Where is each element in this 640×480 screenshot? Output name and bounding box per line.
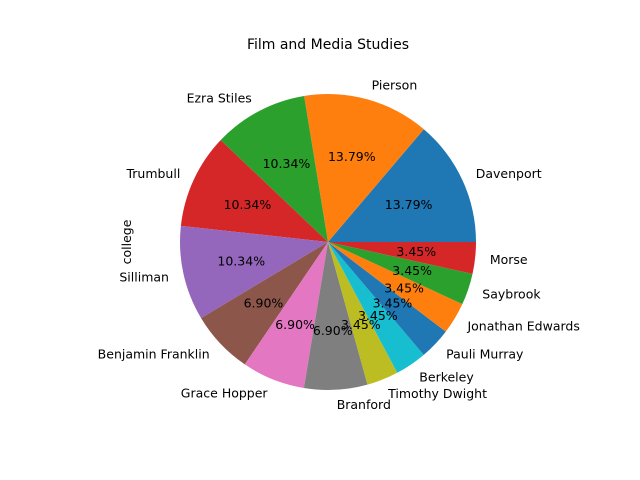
chart-title: Film and Media Studies (247, 37, 409, 53)
y-axis-label: college (119, 219, 134, 264)
slice-label: Branford (337, 397, 391, 412)
slice-percent-label: 3.45% (341, 317, 381, 332)
slice-label: Silliman (119, 269, 169, 284)
slice-percent-label: 6.90% (313, 323, 353, 338)
slice-percent-label: 13.79% (328, 149, 376, 164)
pie-slice (328, 242, 473, 305)
pie-slice (244, 242, 328, 389)
pie-labels: Davenport 13.79% Pierson 13.79% Ezra Stiles 1… (98, 78, 580, 412)
slice-percent-label: 3.45% (392, 263, 432, 278)
slice-percent-label: 13.79% (385, 197, 433, 212)
pie-slice (201, 242, 328, 365)
slice-label: Benjamin Franklin (98, 346, 210, 361)
pie-slice (220, 95, 328, 242)
pie-slices (179, 93, 476, 390)
pie-slice (179, 225, 328, 319)
slice-percent-label: 3.45% (396, 244, 436, 259)
slice-label: Morse (490, 252, 528, 267)
slice-label: Davenport (476, 166, 542, 181)
pie-slice (328, 242, 446, 355)
pie-slice (328, 242, 424, 373)
slice-percent-label: 6.90% (244, 295, 284, 310)
slice-label: Berkeley (419, 369, 474, 384)
slice-percent-label: 10.34% (263, 156, 311, 171)
slice-label: Jonathan Edwards (466, 318, 579, 333)
pie-slice (328, 242, 398, 385)
slice-label: Timothy Dwight (387, 386, 487, 401)
slice-percent-label: 10.34% (224, 197, 272, 212)
slice-label: Pauli Murray (446, 347, 524, 362)
slice-label: Trumbull (125, 166, 180, 181)
pie-slice (328, 129, 476, 242)
pie-slice (328, 242, 476, 274)
slice-label: Pierson (372, 78, 418, 93)
slice-percent-label: 3.45% (358, 308, 398, 323)
slice-percent-label: 6.90% (275, 317, 315, 332)
pie-slice (303, 242, 368, 390)
pie-slice (328, 242, 463, 332)
slice-label: Grace Hopper (181, 386, 269, 401)
slice-label: Ezra Stiles (187, 91, 252, 106)
pie-slice (180, 140, 328, 242)
slice-percent-label: 10.34% (217, 253, 265, 268)
slice-percent-label: 3.45% (384, 280, 424, 295)
pie-slice (304, 93, 424, 242)
slice-label: Saybrook (482, 287, 541, 302)
slice-percent-label: 3.45% (373, 296, 413, 311)
